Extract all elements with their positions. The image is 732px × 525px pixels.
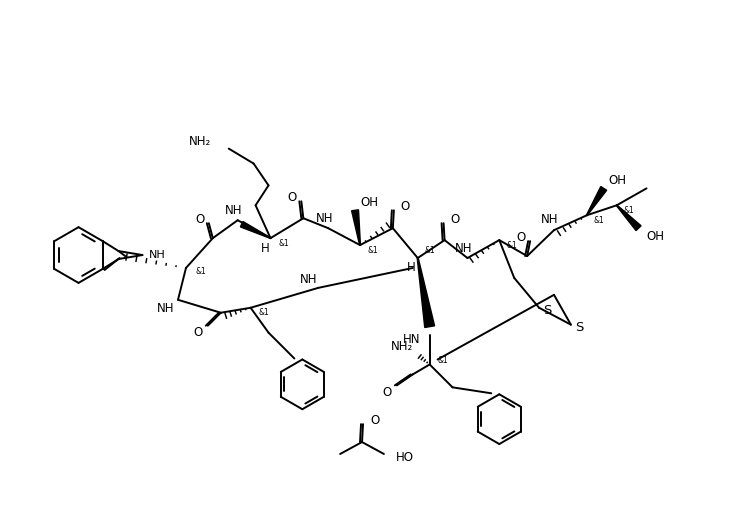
Text: O: O (401, 200, 410, 213)
Text: &1: &1 (258, 308, 269, 317)
Text: NH: NH (315, 212, 333, 225)
Text: &1: &1 (438, 356, 449, 365)
Text: NH: NH (455, 242, 472, 255)
Text: &1: &1 (425, 246, 436, 255)
Text: S: S (543, 304, 551, 317)
Text: NH: NH (299, 274, 317, 287)
Text: O: O (195, 213, 204, 226)
Text: &1: &1 (368, 246, 378, 255)
Text: HO: HO (396, 452, 414, 465)
Text: &1: &1 (624, 206, 635, 215)
Text: O: O (382, 386, 392, 399)
Text: NH: NH (149, 250, 165, 260)
Text: NH₂: NH₂ (189, 135, 211, 148)
Text: &1: &1 (594, 216, 605, 225)
Text: NH: NH (225, 204, 242, 217)
Polygon shape (417, 258, 435, 328)
Text: &1: &1 (278, 238, 289, 248)
Text: O: O (288, 191, 297, 204)
Polygon shape (616, 205, 641, 230)
Text: OH: OH (646, 229, 665, 243)
Text: O: O (193, 326, 203, 339)
Text: O: O (517, 230, 526, 244)
Text: OH: OH (360, 196, 378, 209)
Text: NH₂: NH₂ (391, 340, 413, 353)
Text: NH: NH (157, 302, 175, 315)
Text: S: S (575, 321, 583, 334)
Polygon shape (240, 222, 271, 238)
Polygon shape (351, 210, 360, 245)
Text: H: H (261, 242, 270, 255)
Text: &1: &1 (507, 240, 517, 249)
Text: OH: OH (609, 174, 627, 187)
Text: NH: NH (541, 213, 559, 226)
Polygon shape (586, 186, 607, 215)
Text: HN: HN (403, 333, 420, 346)
Text: O: O (370, 414, 379, 427)
Text: &1: &1 (196, 267, 206, 277)
Text: O: O (451, 213, 460, 226)
Text: H: H (406, 261, 415, 275)
